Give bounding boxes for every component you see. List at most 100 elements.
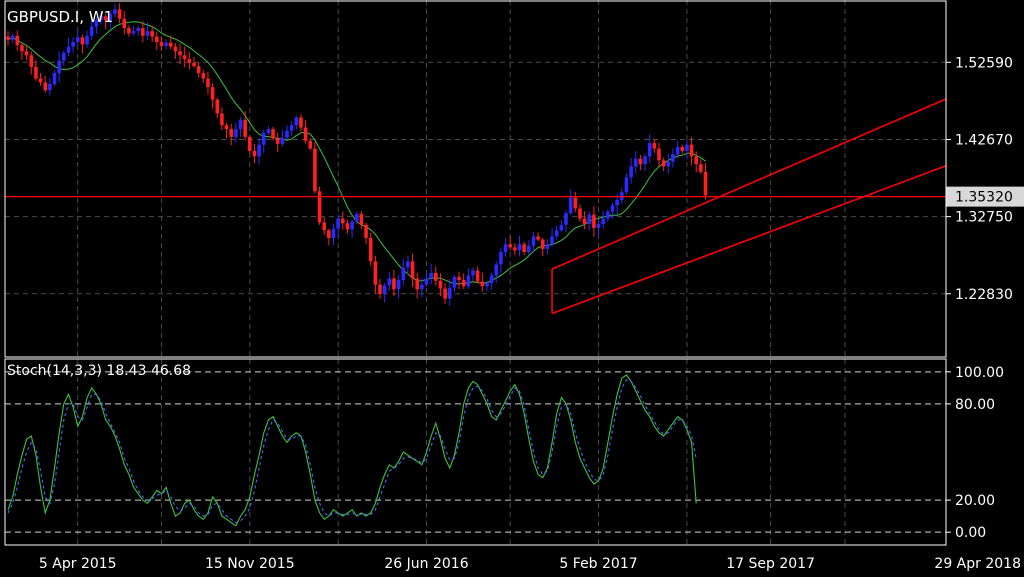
bull-candle [485, 283, 489, 287]
bull-candle [294, 117, 299, 126]
bear-candle [689, 144, 694, 157]
bear-candle [461, 280, 466, 287]
bull-candle [671, 154, 675, 162]
bear-candle [592, 214, 596, 228]
bull-candle [424, 278, 429, 285]
bull-candle [164, 42, 168, 46]
bear-candle [43, 82, 47, 91]
bear-candle [345, 223, 350, 230]
x-tick-label: 26 Jun 2016 [384, 556, 468, 572]
bull-candle [499, 252, 503, 265]
bull-candle [331, 228, 336, 238]
bull-candle [266, 129, 271, 133]
grid-lines [5, 0, 951, 545]
y-tick-label: 1.22830 [955, 287, 1013, 303]
stochastic-panel [5, 371, 951, 533]
bear-candle [299, 117, 303, 128]
bear-candle [220, 113, 224, 126]
stoch-panel-border [4, 358, 947, 546]
chart-title: GBPUSD.I, W1 [7, 8, 113, 26]
bull-candle [52, 73, 57, 84]
bear-candle [215, 99, 220, 114]
bear-candle [122, 18, 127, 28]
bull-candle [633, 158, 638, 167]
bull-candle [131, 31, 136, 34]
bear-candle [359, 213, 364, 225]
bear-candle [243, 119, 247, 137]
bull-candle [610, 205, 615, 212]
bull-candle [531, 236, 536, 246]
bear-candle [173, 46, 178, 52]
bear-candle [699, 164, 703, 172]
bear-candle [480, 281, 485, 287]
bear-candle [38, 78, 43, 83]
stoch-main-line [7, 374, 697, 527]
current-price-tag [946, 186, 1024, 207]
bear-candle [657, 148, 661, 161]
bull-candle [350, 221, 354, 230]
bull-candle [57, 60, 61, 74]
bear-candle [582, 218, 587, 224]
bull-candle [89, 26, 94, 36]
bear-candle [210, 87, 215, 100]
stoch-signal-line [7, 379, 697, 524]
bear-candle [275, 138, 280, 144]
bull-candle [406, 261, 410, 268]
bull-candle [466, 275, 471, 287]
bear-candle [652, 143, 657, 149]
bull-candle [71, 42, 75, 47]
bear-candle [694, 156, 698, 165]
x-tick-label: 5 Feb 2017 [559, 556, 637, 572]
bear-candle [196, 66, 201, 74]
bear-candle [141, 28, 145, 36]
bull-candle [238, 119, 243, 130]
stochastic-title: Stoch(14,3,3) 18.43 46.68 [7, 363, 191, 379]
bear-candle [187, 59, 192, 63]
bear-candle [127, 28, 131, 34]
bull-candle [564, 213, 568, 225]
bear-candle [573, 197, 578, 209]
stoch-y-tick-label: 80.00 [955, 397, 995, 413]
bear-candle [457, 276, 461, 280]
bull-candle [280, 137, 285, 144]
price-levels: 1.35320 [5, 186, 1024, 207]
bull-candle [108, 14, 113, 21]
bear-candle [206, 78, 210, 88]
bear-candle [252, 150, 257, 157]
bull-candle [429, 273, 433, 279]
y-tick-label: 1.32750 [955, 210, 1013, 226]
bull-candle [113, 9, 117, 14]
bull-candle [624, 177, 629, 193]
bear-candle [271, 129, 275, 139]
bear-candle [168, 42, 173, 47]
candlestick-series [6, 3, 708, 306]
bear-candle [6, 36, 10, 40]
bull-candle [503, 244, 508, 252]
bear-candle [661, 160, 666, 167]
bull-candle [629, 166, 633, 178]
x-tick-label: 17 Sep 2017 [726, 556, 815, 572]
trend-channel[interactable] [551, 98, 947, 315]
bull-candle [666, 161, 671, 167]
bull-candle [401, 267, 406, 280]
y-tick-label: 1.52590 [955, 55, 1013, 71]
channel-lower-line [551, 165, 947, 315]
bear-candle [703, 171, 708, 196]
bull-candle [48, 84, 52, 91]
bull-candle [568, 197, 573, 214]
bear-candle [178, 51, 182, 56]
bull-candle [675, 147, 680, 154]
bull-candle [643, 156, 647, 165]
bear-candle [229, 129, 233, 137]
bull-candle [587, 214, 592, 224]
bear-candle [378, 284, 382, 294]
bear-candle [364, 224, 368, 238]
bull-candle [257, 144, 261, 157]
bear-candle [680, 147, 685, 151]
x-tick-label: 5 Apr 2015 [39, 556, 117, 572]
bear-candle [536, 236, 540, 240]
bull-candle [66, 46, 71, 53]
bear-candle [313, 148, 317, 192]
bear-candle [317, 191, 322, 223]
